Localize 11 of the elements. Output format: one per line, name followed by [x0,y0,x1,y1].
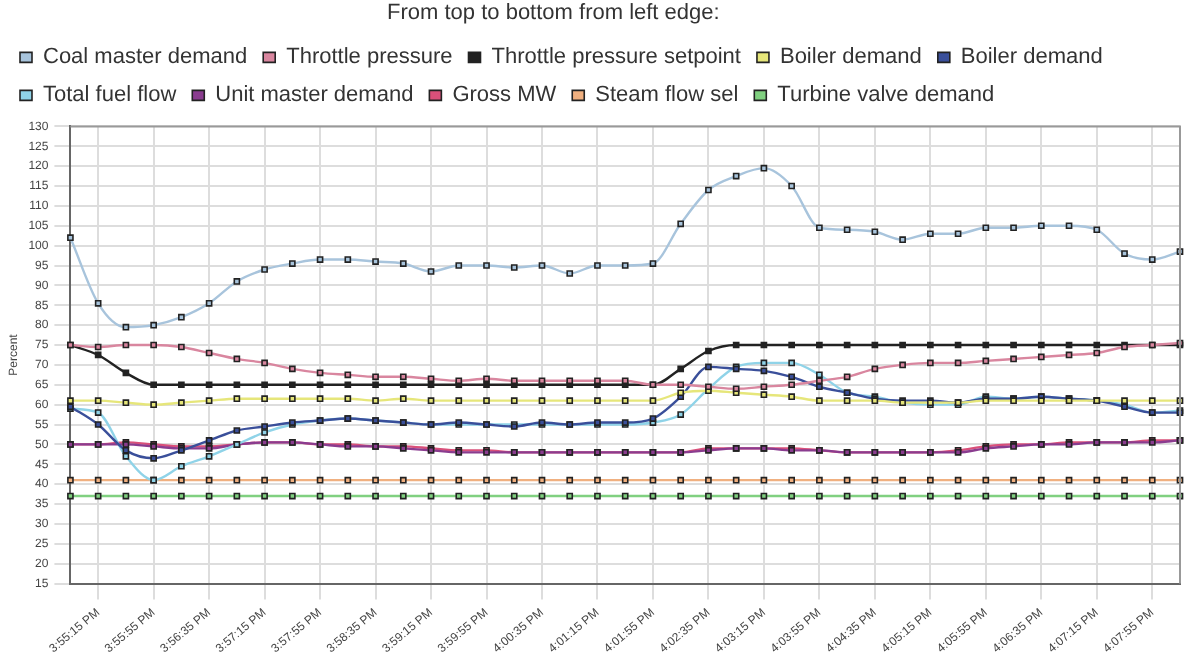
legend-label: Gross MW [452,83,558,108]
legend-title: From top to bottom from left edge: [387,1,720,26]
legend-label: Coal master demand [43,45,248,70]
legend-label: Throttle pressure [286,45,453,70]
legend-label: Throttle pressure setpoint [491,45,741,70]
legend-label: Steam flow sel [595,83,739,108]
legend-label: Boiler demand [779,45,922,70]
legend-label: Total fuel flow [43,83,177,108]
legend-label: Boiler demand [960,45,1103,70]
legend-label: Unit master demand [215,83,414,108]
legend-label: Turbine valve demand [777,83,995,108]
